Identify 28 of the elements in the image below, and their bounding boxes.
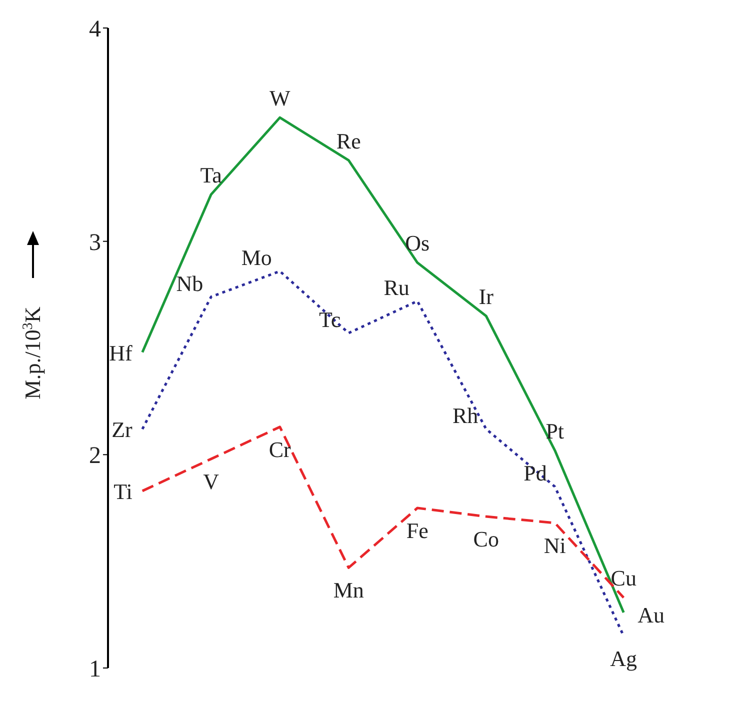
- data-label: Ta: [200, 162, 222, 188]
- data-label: Os: [405, 230, 430, 256]
- data-label: Co: [473, 526, 499, 552]
- data-label: Fe: [406, 518, 428, 543]
- data-label: Pd: [524, 460, 547, 486]
- data-label: Mn: [333, 578, 364, 603]
- data-label: Cr: [268, 436, 292, 462]
- data-label: Ru: [384, 275, 410, 300]
- data-label: Cu: [610, 566, 636, 591]
- data-label: Mo: [241, 245, 272, 270]
- y-tick-label: 2: [89, 443, 101, 470]
- data-label: Pt: [546, 418, 564, 444]
- data-label: Au: [638, 602, 665, 628]
- data-label: Nb: [176, 270, 204, 296]
- data-label: Ti: [114, 478, 132, 504]
- data-label: Hf: [109, 340, 134, 366]
- data-label: Zr: [112, 417, 134, 442]
- data-label: Rh: [452, 403, 478, 428]
- data-label: Ni: [544, 532, 566, 558]
- data-label: Ir: [478, 284, 494, 309]
- data-label: Re: [336, 128, 361, 154]
- data-label: Ag: [610, 646, 638, 671]
- data-label: W: [269, 86, 290, 111]
- y-tick-label: 1: [89, 656, 101, 683]
- y-tick-label: 3: [89, 230, 101, 256]
- y-tick-label: 4: [89, 16, 101, 43]
- data-label: V: [203, 468, 220, 494]
- data-label: Tc: [318, 307, 341, 332]
